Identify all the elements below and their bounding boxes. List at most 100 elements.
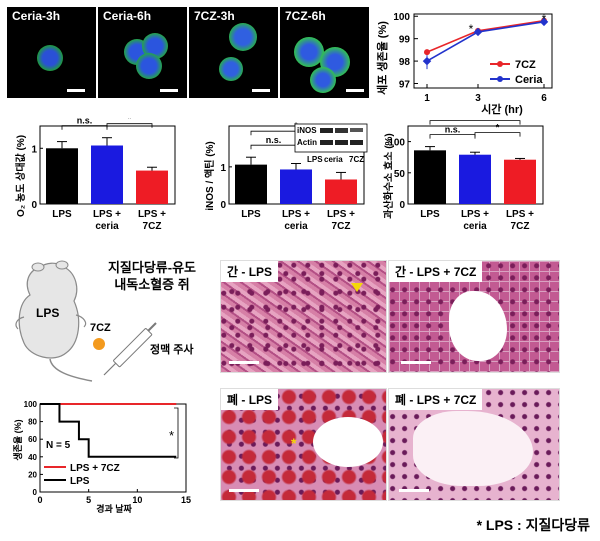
y-tick-label: 98 [399, 57, 411, 68]
y-tick-label: 0 [399, 200, 405, 211]
category-label: 7CZ [332, 221, 351, 232]
y-tick-label: 0 [33, 488, 38, 497]
x-tick-label: 6 [541, 93, 547, 104]
viability-frame [413, 13, 553, 89]
histology-label: 간 - LPS [221, 261, 279, 282]
category-label: LPS + [138, 209, 166, 220]
scale-bar [67, 89, 85, 92]
category-label: LPS [420, 209, 440, 220]
viability-star-3h: * [469, 22, 474, 36]
bar [91, 145, 123, 204]
scale-bar [401, 361, 431, 364]
category-label: ceria [463, 221, 487, 232]
inos-ylabel: iNOS / 액틴 (%) [203, 141, 216, 211]
scale-bar [229, 489, 259, 492]
scale-bar [160, 89, 178, 92]
sig-label: * [128, 118, 132, 124]
micro-label: 7CZ-3h [194, 9, 235, 23]
histology-label: 간 - LPS + 7CZ [389, 261, 483, 282]
series-point [422, 56, 432, 66]
viability-legend: 7CZ Ceria [490, 59, 543, 86]
legend-marker-ceria [497, 76, 503, 82]
lung-lumen [313, 417, 383, 467]
sig-label: n.s. [445, 125, 461, 135]
cell [37, 45, 63, 71]
y-tick-label: 50 [394, 169, 406, 180]
y-tick-label: 80 [28, 418, 37, 427]
category-label: LPS + [282, 209, 310, 220]
y-tick-label: 0 [31, 200, 37, 211]
x-tick-label: 1 [424, 93, 430, 104]
blot-row-inos: iNOS [297, 126, 317, 135]
scale-bar [399, 489, 429, 492]
footnote: * LPS : 지질다당류 [476, 517, 590, 533]
sig-bracket [474, 132, 521, 137]
category-label: ceria [95, 221, 119, 232]
scale-bar [229, 361, 259, 364]
vessel-lumen [449, 291, 507, 361]
bar [46, 148, 78, 204]
bar [235, 164, 267, 204]
scale-bar [252, 89, 270, 92]
viability-series [422, 17, 549, 70]
sig-label: * [473, 118, 477, 121]
micro-label: Ceria-3h [12, 9, 61, 23]
lung-lumen [413, 411, 533, 486]
particle-label: 7CZ [90, 322, 111, 334]
y-tick-label: 1 [31, 144, 37, 155]
category-label: LPS + [461, 209, 489, 220]
blot-band [335, 128, 348, 133]
category-label: 7CZ [143, 221, 162, 232]
micro-label: 7CZ-6h [285, 9, 326, 23]
survival-xlabel: 경과 날짜 [96, 503, 132, 514]
y-tick-label: 40 [28, 453, 37, 462]
histology-liver-lps: 간 - LPS [220, 260, 387, 373]
histology-lung-lps: 폐 - LPS * [220, 388, 387, 501]
blot-lane-7cz: 7CZ [349, 155, 364, 164]
viability-star-6h: * [542, 12, 547, 26]
y-tick-label: 100 [24, 400, 38, 409]
viability-chart: 세포 생존율 (%) 97 98 99 100 1 3 6 시간 (hr) 7CZ Ceri… [375, 12, 553, 116]
survival-sig-bracket [174, 407, 179, 459]
category-label: 7CZ [511, 221, 530, 232]
y-tick-label: 60 [28, 435, 37, 444]
mouse-body-label: LPS [36, 306, 59, 320]
scale-bar [346, 89, 364, 92]
mouse-title-line2: 내독소혈증 쥐 [114, 277, 190, 292]
sig-label: n.s. [266, 135, 282, 145]
survival-n-label: N = 5 [46, 440, 71, 451]
syringe-icon [103, 322, 157, 376]
mouse-icon [15, 260, 93, 382]
category-label: LPS [241, 209, 261, 220]
mouse-title-line1: 지질다당류-유도 [107, 260, 197, 275]
y-tick-label: 99 [399, 35, 411, 46]
survival-line [40, 403, 177, 458]
arrow-marker [351, 283, 363, 292]
o2-ylabel: O₂ 농도 상대값 (%) [14, 135, 27, 217]
category-label: ceria [284, 221, 308, 232]
survival-ylabel: 생존율 (%) [12, 419, 23, 460]
micro-label: Ceria-6h [103, 9, 152, 23]
cell [294, 37, 324, 67]
legend-label-lps: LPS [70, 476, 90, 487]
survival-star: * [169, 428, 174, 443]
cell [310, 67, 336, 93]
x-tick-label: 5 [86, 495, 91, 505]
legend-marker-7cz [497, 61, 503, 67]
category-label: LPS + [93, 209, 121, 220]
mouse-title: 지질다당류-유도 내독소혈증 쥐 [93, 259, 211, 293]
micro-panel-7cz-3h: 7CZ-3h [189, 7, 278, 98]
h2o2-ylabel: 과산화수소 효소 (%) [382, 133, 395, 219]
series-line [426, 19, 545, 53]
y-tick-label: 0 [220, 200, 226, 211]
cell [136, 53, 162, 79]
series-point [424, 49, 430, 56]
histology-label: 폐 - LPS + 7CZ [389, 389, 483, 410]
y-tick-label: 1 [220, 163, 226, 174]
y-tick-label: 20 [28, 470, 37, 479]
blot-row-actin: Actin [297, 138, 317, 147]
bar [459, 154, 491, 204]
